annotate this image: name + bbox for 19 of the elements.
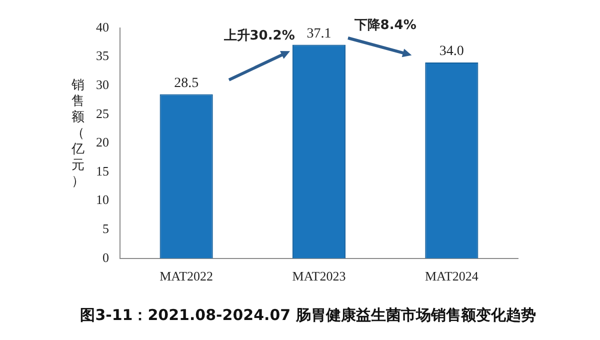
data-label: 34.0 — [439, 44, 464, 60]
y-tick-label: 25 — [96, 106, 109, 121]
y-tick-label: 30 — [96, 77, 109, 92]
y-tick-label: 0 — [102, 250, 109, 265]
y-tick-label: 20 — [96, 134, 109, 150]
annotation: 上升30.2% — [222, 27, 295, 44]
y-axis-title: 销售额（亿元） — [70, 78, 86, 190]
x-tick-label: MAT2024 — [424, 268, 479, 284]
y-tick-label: 35 — [96, 48, 109, 64]
x-tick-label: MAT2022 — [160, 268, 214, 284]
data-label: 28.5 — [174, 76, 199, 91]
text: 图3-11：2021.08-2024.07 肠胃健康益生菌市场销售额变化趋势 — [79, 306, 537, 325]
data-label: 37.1 — [306, 26, 332, 42]
annotation: 下降8.4% — [353, 18, 416, 33]
y-tick-label: 40 — [96, 19, 109, 34]
y-tick-label: 15 — [96, 163, 109, 178]
y-tick-label: 10 — [96, 192, 109, 208]
y-tick-label: 5 — [102, 221, 109, 236]
x-tick-label: MAT2023 — [292, 268, 346, 284]
